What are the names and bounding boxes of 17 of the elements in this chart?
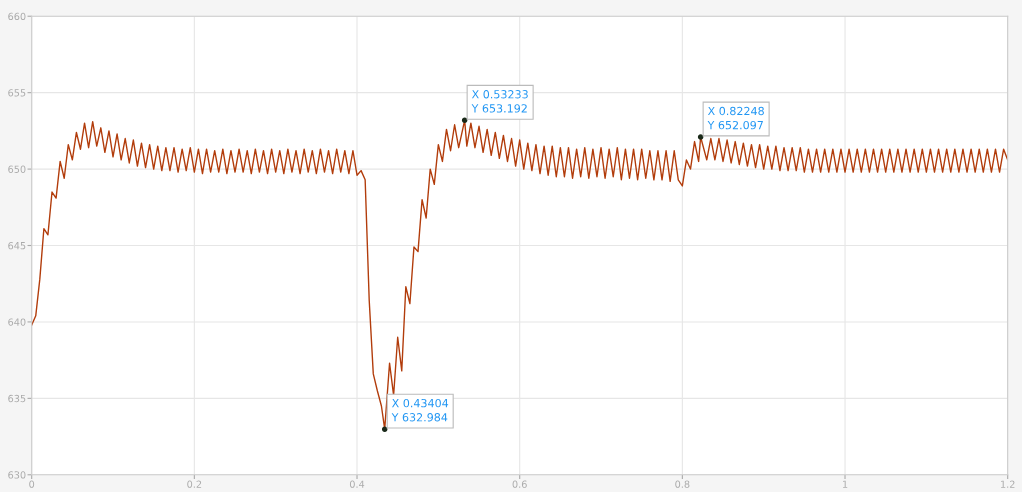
y-tick-label: 660	[8, 12, 26, 21]
y-tick-label: 650	[8, 165, 26, 173]
x-tick-label: 0.2	[187, 480, 202, 488]
y-tick-label: 645	[8, 241, 26, 250]
x-tick-label: 0.8	[675, 480, 690, 488]
y-tick-label: 630	[8, 471, 26, 479]
x-tick-label: 0	[29, 480, 35, 488]
x-tick-label: 1.2	[1001, 480, 1015, 488]
annotation: X 0.53233 Y 653.192	[471, 90, 528, 113]
annotation: X 0.43404 Y 632.984	[391, 398, 449, 422]
y-tick-label: 635	[8, 394, 26, 403]
x-tick-label: 0.4	[349, 480, 365, 488]
annotation: X 0.82248 Y 652.097	[707, 106, 764, 130]
x-tick-label: 0.6	[512, 480, 527, 488]
x-tick-label: 1	[843, 480, 848, 488]
y-tick-label: 640	[8, 318, 26, 326]
y-tick-label: 655	[8, 89, 26, 97]
